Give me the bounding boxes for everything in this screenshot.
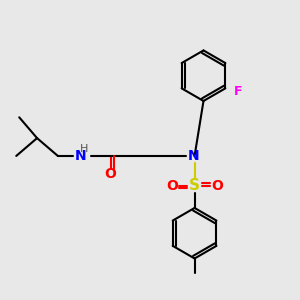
Text: O: O — [104, 167, 116, 181]
Text: S: S — [189, 178, 200, 193]
Text: O: O — [167, 179, 178, 193]
Text: O: O — [211, 179, 223, 193]
Text: N: N — [74, 149, 86, 163]
Text: F: F — [234, 85, 243, 98]
Text: N: N — [187, 149, 199, 163]
Text: H: H — [80, 143, 88, 154]
